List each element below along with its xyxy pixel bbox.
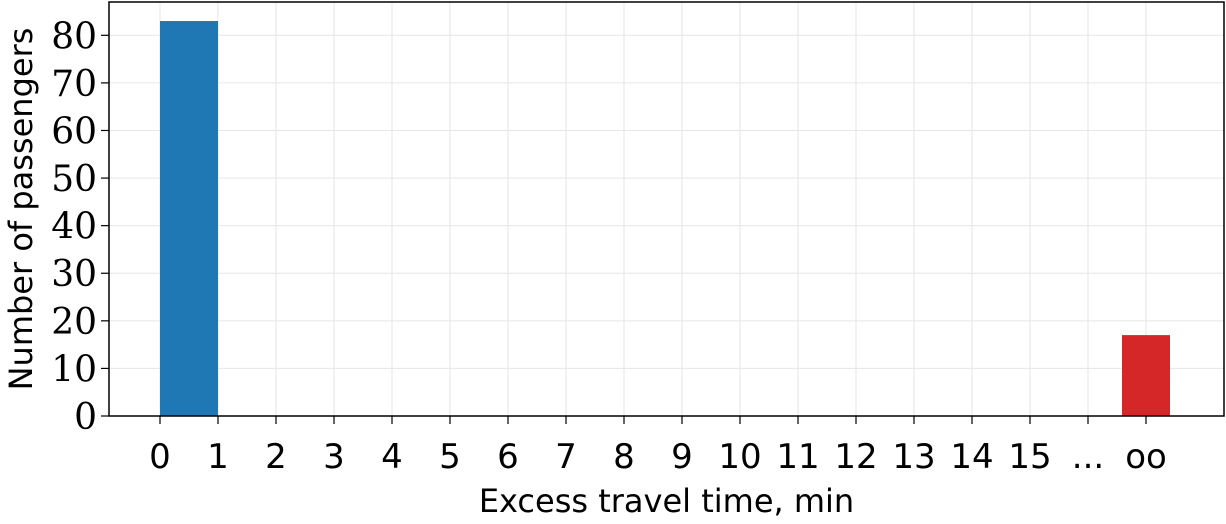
x-tick-label: 4 <box>381 437 403 477</box>
grid <box>109 2 1224 417</box>
y-tick-label: 50 <box>51 159 97 200</box>
x-tick-label: 11 <box>776 437 819 477</box>
x-tick-label: 13 <box>892 437 935 477</box>
y-tick-label: 0 <box>74 397 97 438</box>
y-tick-label: 80 <box>51 16 97 57</box>
x-ticks: 0 1 2 3 4 5 6 7 8 9 10 11 12 13 14 15... oo <box>149 416 1167 477</box>
x-tick-label: 9 <box>671 437 693 477</box>
y-axis-label: Number of passengers <box>2 28 40 391</box>
x-tick-label: 6 <box>497 437 519 477</box>
x-tick-label: ... <box>1072 437 1104 477</box>
y-tick-label: 70 <box>51 64 97 105</box>
bars <box>160 21 1170 416</box>
y-tick-label: 10 <box>51 349 97 390</box>
x-tick-label: 3 <box>323 437 345 477</box>
plot-frame <box>108 1 1225 417</box>
y-tick-label: 60 <box>51 111 97 152</box>
y-tick-label: 40 <box>51 207 97 248</box>
x-axis-label: Excess travel time, min <box>479 482 854 520</box>
x-tick-label: 1 <box>207 437 229 477</box>
bar <box>160 21 218 416</box>
x-tick-label: oo <box>1125 437 1167 477</box>
x-tick-label: 5 <box>439 437 461 477</box>
x-tick-label: 15 <box>1008 437 1051 477</box>
x-tick-label: 14 <box>950 437 993 477</box>
x-tick-label: 7 <box>555 437 577 477</box>
bar <box>1122 335 1170 416</box>
x-tick-label: 12 <box>834 437 877 477</box>
x-tick-label: 0 <box>149 437 171 477</box>
y-ticks: 0 10 20 30 40 50 60 70 80 <box>51 16 109 438</box>
y-tick-label: 20 <box>51 302 97 343</box>
y-tick-label: 30 <box>51 254 97 295</box>
x-tick-label: 8 <box>613 437 635 477</box>
x-tick-label: 10 <box>718 437 761 477</box>
x-tick-label: 2 <box>265 437 287 477</box>
